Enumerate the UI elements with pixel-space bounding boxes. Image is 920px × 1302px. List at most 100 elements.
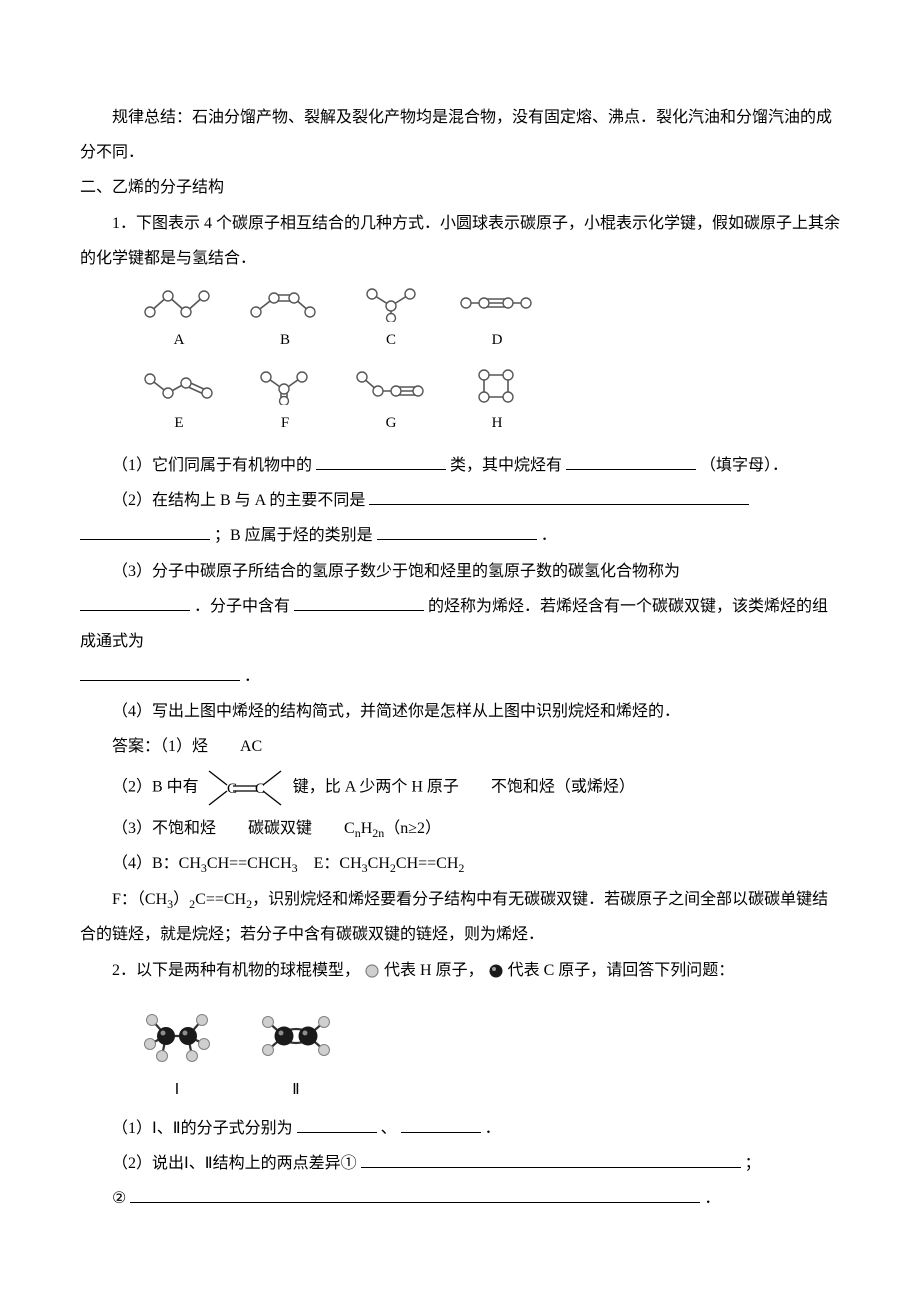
q2-part2b: ② ．	[80, 1181, 840, 1216]
text: 2．以下是两种有机物的球棍模型，	[112, 962, 360, 979]
model-I: Ⅰ	[132, 996, 222, 1107]
diagram-label: H	[492, 407, 503, 440]
q1-answer-4f: F：（CH3）2C==CH2，识别烷烃和烯烃要看分子结构中有无碳碳双键．若碳原子…	[80, 882, 840, 953]
double-bond-fragment-icon: C C	[203, 765, 289, 811]
blank[interactable]	[566, 452, 696, 470]
blank[interactable]	[401, 1115, 481, 1133]
q1-diagram-grid: A B	[140, 284, 840, 440]
blank[interactable]	[369, 487, 749, 505]
blank[interactable]	[294, 593, 424, 611]
diagram-label: C	[386, 324, 396, 357]
text: 类，其中烷烃有	[450, 457, 562, 474]
svg-text:C: C	[255, 781, 265, 797]
blank[interactable]	[316, 452, 446, 470]
q1-answer-3: （3）不饱和烃 碳碳双键 CnH2n（n≥2）	[80, 811, 840, 847]
text: ．	[541, 527, 557, 544]
diagram-D-icon	[458, 284, 536, 322]
q1-part3a: （3）分子中碳原子所结合的氢原子数少于饱和烃里的氢原子数的碳氢化合物称为	[80, 554, 840, 589]
text: CH==CHCH	[207, 855, 292, 872]
q1-answer-4a: （4）B：CH3CH==CHCH3 E：CH3CH2CH==CH2	[80, 846, 840, 882]
text: 键，比 A 少两个 H 原子 不饱和烃（或烯烃）	[293, 778, 635, 795]
diagram-label: E	[174, 407, 183, 440]
blank[interactable]	[377, 523, 537, 541]
q2-models: Ⅰ Ⅱ	[132, 996, 840, 1107]
blank[interactable]	[130, 1185, 700, 1203]
diagram-H-icon	[458, 367, 536, 405]
text: （2）说出Ⅰ、Ⅱ结构上的两点差异①	[112, 1155, 357, 1172]
diagram-A-icon	[140, 284, 218, 322]
q2-part1: （1）Ⅰ、Ⅱ的分子式分别为 、 ．	[80, 1111, 840, 1146]
diagram-cell-D: D	[458, 284, 536, 357]
text: ．	[244, 668, 260, 685]
q1-part2b: ；B 应属于烃的类别是 ．	[80, 518, 840, 553]
q1-part3c: ．	[80, 659, 840, 694]
model-II-icon	[248, 996, 344, 1070]
diagram-E-icon	[140, 367, 218, 405]
svg-text:C: C	[227, 781, 237, 797]
text: F：（CH	[112, 891, 167, 908]
diagram-cell-C: C	[352, 284, 430, 357]
diagram-cell-G: G	[352, 367, 430, 440]
text: ；	[745, 1155, 761, 1172]
diagram-C-icon	[352, 284, 430, 322]
text: CH==CH	[396, 855, 459, 872]
text: C==CH	[195, 891, 246, 908]
sub: 2	[458, 861, 464, 875]
text: ．	[485, 1120, 501, 1137]
diagram-cell-F: F	[246, 367, 324, 440]
text: ②	[112, 1190, 126, 1207]
diagram-cell-B: B	[246, 284, 324, 357]
h-atom-legend-icon	[364, 963, 380, 979]
text: ）	[173, 891, 189, 908]
text: （1）Ⅰ、Ⅱ的分子式分别为	[112, 1120, 293, 1137]
text: （2）B 中有	[112, 778, 199, 795]
text: H	[361, 820, 373, 837]
diagram-cell-A: A	[140, 284, 218, 357]
q1-answer-2: （2）B 中有 C C 键，比 A 少两个 H 原子 不饱和烃（或烯烃）	[80, 765, 840, 811]
text: （填字母）．	[700, 457, 788, 474]
q1-part1: （1）它们同属于有机物中的 类，其中烷烃有 （填字母）．	[80, 448, 840, 483]
text: （2）在结构上 B 与 A 的主要不同是	[112, 492, 365, 509]
text: 代表 H 原子，	[384, 962, 484, 979]
text: ．分子中含有	[194, 598, 290, 615]
text: CH	[368, 855, 390, 872]
diagram-cell-E: E	[140, 367, 218, 440]
text: （3）分子中碳原子所结合的氢原子数少于饱和烃里的氢原子数的碳氢化合物称为	[112, 563, 680, 580]
text: 的烃称为烯烃．若烯烃含有一个碳碳双键，该类烯烃的组成通式为	[80, 598, 828, 650]
blank[interactable]	[361, 1150, 741, 1168]
q1-part3b: ．分子中含有 的烃称为烯烃．若烯烃含有一个碳碳双键，该类烯烃的组成通式为	[80, 589, 840, 659]
text: ；B 应属于烃的类别是	[214, 527, 373, 544]
diagram-cell-H: H	[458, 367, 536, 440]
model-label: Ⅰ	[175, 1074, 179, 1107]
text: 、	[381, 1120, 397, 1137]
summary-text: 规律总结：石油分馏产物、裂解及裂化产物均是混合物，没有固定熔、沸点．裂化汽油和分…	[80, 100, 840, 170]
blank[interactable]	[80, 523, 210, 541]
diagram-G-icon	[352, 367, 430, 405]
diagram-label: G	[386, 407, 397, 440]
c-atom-legend-icon	[488, 963, 504, 979]
sub: 2n	[372, 826, 384, 840]
text: E：CH	[298, 855, 362, 872]
q2-stem: 2．以下是两种有机物的球棍模型， 代表 H 原子， 代表 C 原子，请回答下列问…	[80, 953, 840, 988]
blank[interactable]	[80, 663, 240, 681]
q1-part2a: （2）在结构上 B 与 A 的主要不同是	[80, 483, 840, 518]
blank[interactable]	[80, 593, 190, 611]
text: 代表 C 原子，请回答下列问题：	[508, 962, 735, 979]
text: （n≥2）	[384, 820, 441, 837]
section-2-title: 二、乙烯的分子结构	[80, 170, 840, 205]
q1-diagram-row-2: E F	[140, 367, 840, 440]
diagram-F-icon	[246, 367, 324, 405]
q1-diagram-row-1: A B	[140, 284, 840, 357]
text: ．	[704, 1190, 720, 1207]
q1-answer-1: 答案：（1）烃 AC	[80, 729, 840, 764]
diagram-label: A	[174, 324, 185, 357]
text: （3）不饱和烃 碳碳双键 C	[112, 820, 355, 837]
diagram-label: B	[280, 324, 290, 357]
q1-part4: （4）写出上图中烯烃的结构简式，并简述你是怎样从上图中识别烷烃和烯烃的．	[80, 694, 840, 729]
diagram-B-icon	[246, 284, 324, 322]
model-II: Ⅱ	[248, 996, 344, 1107]
diagram-label: F	[281, 407, 289, 440]
q1-stem: 1．下图表示 4 个碳原子相互结合的几种方式．小圆球表示碳原子，小棍表示化学键，…	[80, 206, 840, 276]
blank[interactable]	[297, 1115, 377, 1133]
model-I-icon	[132, 996, 222, 1070]
